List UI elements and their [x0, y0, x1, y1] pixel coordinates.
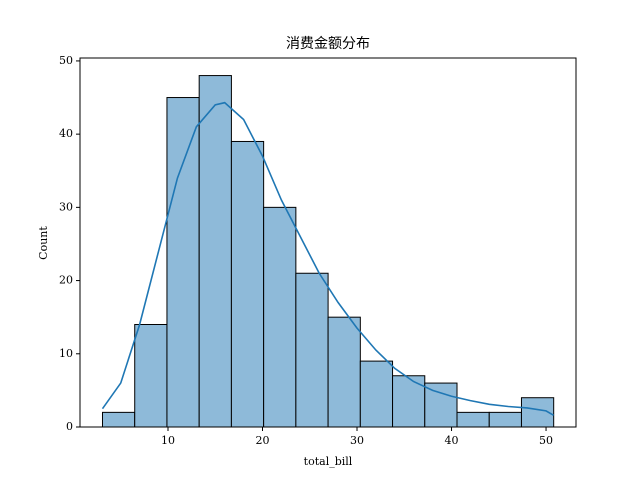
bar — [327, 316, 361, 428]
bar — [166, 97, 200, 428]
bar — [198, 75, 232, 428]
y-tick-label: 0 — [66, 420, 73, 433]
bar — [134, 324, 168, 428]
bar — [392, 375, 426, 428]
x-tick-label: 10 — [161, 434, 175, 447]
plot-frame — [79, 57, 577, 428]
y-tick-label: 40 — [59, 127, 73, 140]
y-tick-label: 30 — [59, 200, 73, 213]
bar — [263, 206, 297, 428]
y-tick-label: 20 — [59, 274, 73, 287]
bar — [295, 272, 329, 428]
y-tick-label: 50 — [59, 54, 73, 67]
x-tick-label: 20 — [256, 434, 270, 447]
x-tick-label: 40 — [445, 434, 459, 447]
chart-title: 消费金额分布 — [286, 36, 370, 52]
x-tick-label: 30 — [350, 434, 364, 447]
kde-line — [101, 101, 555, 416]
bar — [359, 360, 394, 428]
bar — [424, 382, 458, 428]
bar — [488, 411, 522, 428]
y-tick-label: 10 — [59, 347, 73, 360]
x-axis-label: total_bill — [304, 455, 353, 468]
y-axis-label: Count — [37, 226, 50, 260]
bar — [101, 411, 136, 428]
bar — [456, 411, 490, 428]
x-tick-label: 50 — [539, 434, 553, 447]
bar — [230, 140, 265, 428]
